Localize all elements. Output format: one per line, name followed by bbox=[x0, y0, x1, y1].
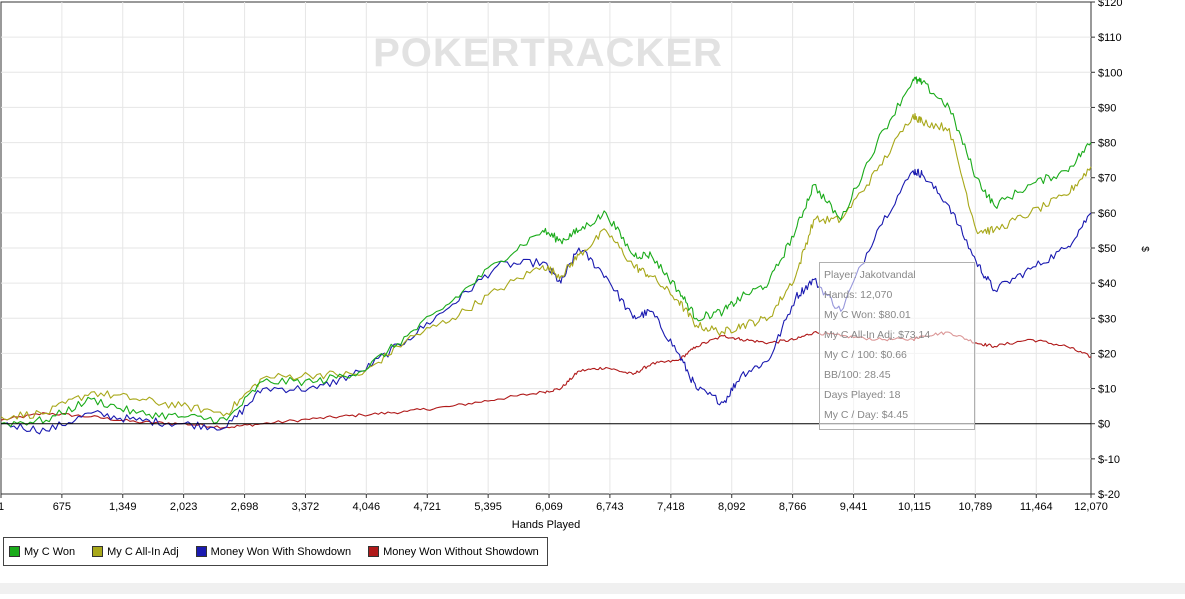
x-tick-label: 6,743 bbox=[596, 501, 624, 513]
y-tick-label: $110 bbox=[1098, 32, 1122, 44]
y-tick-label: $10 bbox=[1098, 384, 1116, 396]
y-tick-label: $0 bbox=[1098, 419, 1110, 431]
y-tick-label: $30 bbox=[1098, 313, 1116, 325]
tooltip-player: Player: Jakotvandal bbox=[824, 269, 916, 281]
x-tick-label: 1 bbox=[0, 501, 4, 513]
x-tick-label: 11,464 bbox=[1020, 501, 1053, 513]
tooltip-my-c-allin-adj: My C All-In Adj: $73.14 bbox=[824, 329, 931, 341]
y-tick-label: $100 bbox=[1098, 67, 1122, 79]
data-tooltip: Player: Jakotvandal Hands: 12,070 My C W… bbox=[819, 262, 975, 430]
x-tick-label: 8,092 bbox=[718, 501, 746, 513]
series-line-showdown bbox=[0, 168, 1092, 435]
legend-swatch bbox=[92, 546, 104, 557]
x-tick-label: 4,046 bbox=[353, 501, 381, 513]
y-tick-label: $-10 bbox=[1098, 454, 1120, 466]
legend-item-my-c-allin-adj[interactable]: My C All-In Adj bbox=[92, 546, 179, 558]
legend-swatch bbox=[9, 546, 20, 557]
tooltip-my-c-per-day: My C / Day: $4.45 bbox=[824, 409, 909, 421]
legend-swatch bbox=[368, 546, 380, 557]
x-tick-label: 10,115 bbox=[898, 501, 931, 513]
x-tick-label: 7,418 bbox=[657, 501, 685, 513]
x-tick-label: 8,766 bbox=[779, 501, 807, 513]
legend-label: Money Won With Showdown bbox=[210, 545, 352, 558]
y-tick-label: $80 bbox=[1098, 138, 1116, 150]
watermark: POKERTRACKER bbox=[373, 31, 723, 75]
tooltip-days-played: Days Played: 18 bbox=[824, 389, 901, 401]
x-tick-label: 10,789 bbox=[958, 501, 992, 513]
legend-item-non-showdown[interactable]: Money Won Without Showdown bbox=[368, 546, 539, 558]
x-tick-label: 6,069 bbox=[535, 501, 563, 513]
x-tick-label: 1,349 bbox=[109, 501, 137, 513]
y-tick-label: $50 bbox=[1098, 243, 1116, 255]
x-tick-label: 3,372 bbox=[292, 501, 320, 513]
y-tick-label: $20 bbox=[1098, 348, 1116, 360]
y-tick-label: $40 bbox=[1098, 278, 1116, 290]
series-line-my-c-allin-adj bbox=[0, 113, 1092, 421]
window-bottom-strip bbox=[0, 583, 1185, 594]
legend-item-showdown[interactable]: Money Won With Showdown bbox=[195, 545, 352, 558]
y-tick-label: $120 bbox=[1098, 0, 1122, 9]
legend-label: Money Won Without Showdown bbox=[383, 545, 539, 558]
x-tick-label: 9,441 bbox=[840, 501, 868, 513]
x-tick-label: 4,721 bbox=[414, 501, 442, 513]
tooltip-my-c-per-100: My C / 100: $0.66 bbox=[824, 349, 907, 361]
legend-item-my-c-won[interactable]: My C Won bbox=[9, 546, 75, 558]
x-tick-label: 2,023 bbox=[170, 501, 198, 513]
legend-label: My C Won bbox=[24, 545, 76, 558]
legend-label: My C All-In Adj bbox=[107, 545, 179, 558]
tooltip-bb-per-100: BB/100: 28.45 bbox=[824, 369, 891, 381]
series-line-my-c-won bbox=[0, 76, 1092, 427]
legend-swatch bbox=[195, 546, 207, 557]
x-axis-title: Hands Played bbox=[512, 519, 581, 531]
y-axis-title: $ bbox=[1139, 246, 1150, 252]
chart-legend: My C Won My C All-In Adj Money Won With … bbox=[3, 537, 548, 566]
tooltip-my-c-won: My C Won: $80.01 bbox=[824, 309, 911, 321]
y-tick-label: $90 bbox=[1098, 102, 1116, 114]
tooltip-hands: Hands: 12,070 bbox=[824, 289, 893, 301]
y-tick-label: $70 bbox=[1098, 173, 1116, 185]
x-tick-label: 12,070 bbox=[1074, 501, 1108, 513]
x-tick-label: 675 bbox=[53, 501, 71, 513]
x-tick-label: 2,698 bbox=[231, 501, 259, 513]
x-tick-label: 5,395 bbox=[474, 501, 502, 513]
y-tick-label: $60 bbox=[1098, 208, 1116, 220]
y-tick-label: $-20 bbox=[1098, 489, 1120, 501]
